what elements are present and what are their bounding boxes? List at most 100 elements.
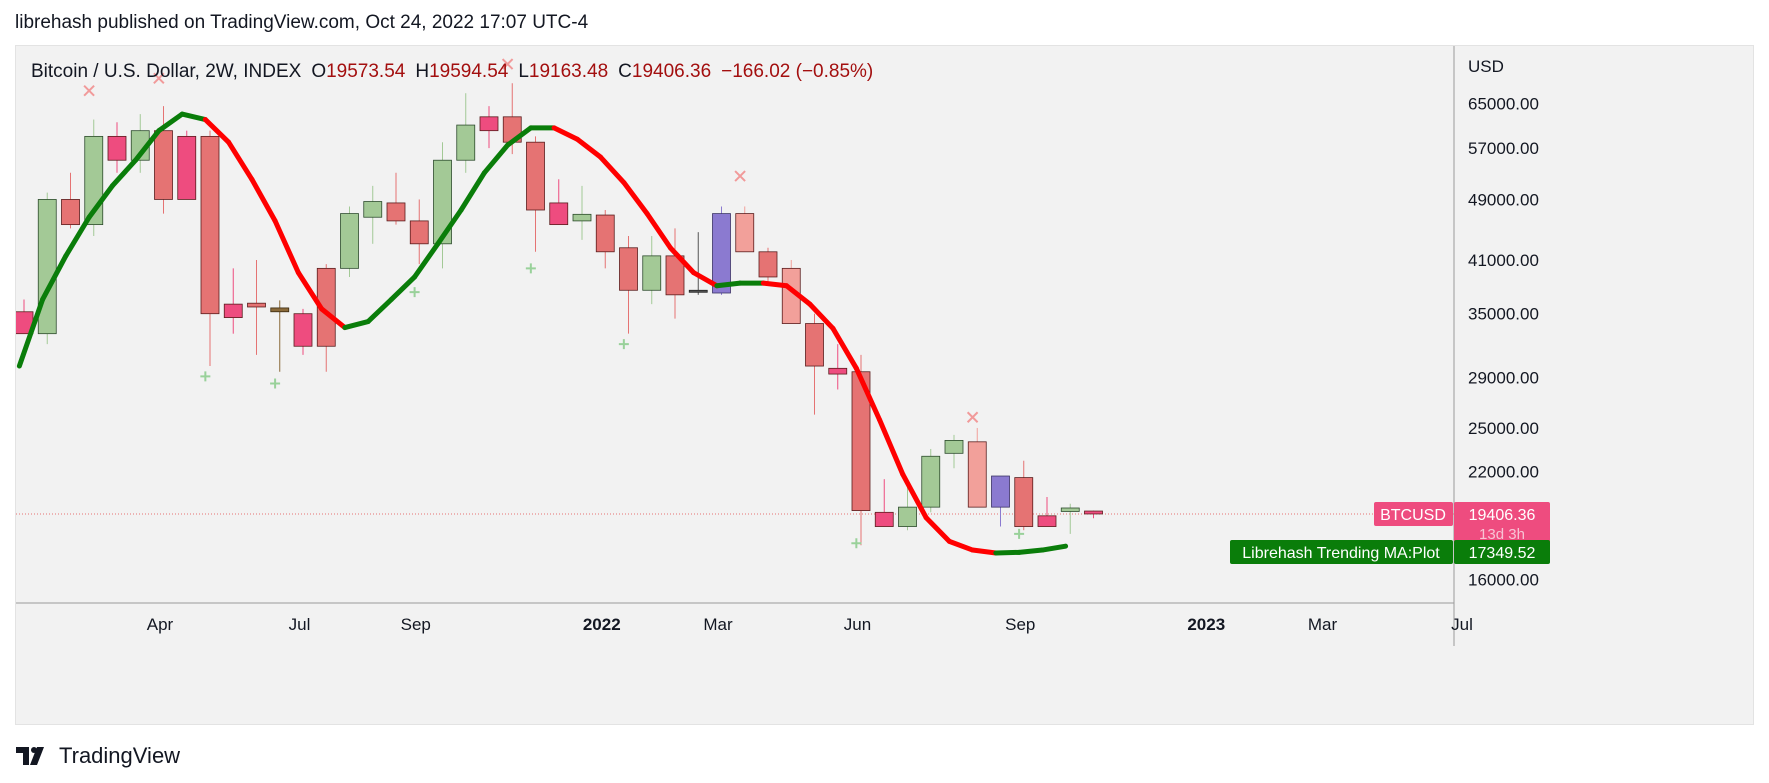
candle[interactable] [433, 142, 452, 269]
candle[interactable] [293, 308, 313, 355]
x-tick-label: Sep [1005, 615, 1035, 634]
candle[interactable] [874, 479, 894, 527]
plot-area[interactable] [16, 58, 1454, 556]
candle[interactable] [898, 487, 917, 531]
candle-body [223, 303, 243, 319]
ma-line-segment [551, 125, 580, 142]
candle[interactable] [1014, 460, 1034, 531]
sell-marker [153, 72, 165, 85]
candle[interactable] [37, 192, 57, 345]
candle[interactable] [1084, 510, 1103, 519]
ma-line-segment [691, 270, 720, 289]
candle-body [409, 220, 429, 245]
x-tick-label: Jul [1451, 615, 1473, 634]
ma-line-segment [156, 111, 185, 134]
btcusd-tag-label: BTCUSD [1380, 507, 1446, 524]
x-tick-label: Jun [844, 615, 871, 634]
x-tick-label: Sep [401, 615, 431, 634]
candle[interactable] [386, 172, 406, 225]
candle-body [549, 202, 569, 226]
candle[interactable] [712, 206, 731, 295]
ma-line-segment [179, 111, 208, 123]
chart-panel[interactable]: USD 65000.00 57000.00 49000.00 41000.00 35000… [15, 45, 1754, 725]
sell-marker [966, 411, 979, 423]
ma-line-segment [574, 136, 604, 160]
candle[interactable] [154, 106, 173, 214]
candle[interactable] [805, 313, 824, 415]
symbol-title[interactable]: Bitcoin / U.S. Dollar, 2W, INDEX [31, 61, 302, 82]
candle[interactable] [991, 475, 1010, 527]
candle[interactable] [270, 300, 290, 372]
ma-line-segment [923, 515, 952, 544]
ma-line-segment [133, 128, 162, 163]
candle-body [805, 323, 824, 367]
candle[interactable] [16, 299, 34, 335]
candle[interactable] [735, 206, 755, 253]
candle-body [270, 307, 290, 313]
ma-line-segment [435, 207, 464, 247]
candle[interactable] [851, 354, 871, 546]
ma-tag-bg [1230, 540, 1453, 564]
candle[interactable] [223, 268, 243, 334]
sell-marker [734, 170, 746, 182]
candle[interactable] [595, 210, 615, 269]
last-price-box: 19406.36 13d 3h [1454, 501, 1550, 547]
buy-marker [618, 339, 629, 350]
candle[interactable] [549, 179, 569, 226]
change-value: −166.02 (−0.85%) [721, 61, 874, 82]
candle[interactable] [1060, 503, 1080, 534]
candle[interactable] [828, 344, 848, 390]
candle[interactable] [1037, 497, 1057, 527]
tradingview-logo[interactable]: TradingView [16, 743, 180, 769]
candle-body [712, 213, 731, 294]
candle[interactable] [409, 199, 429, 265]
candle[interactable] [107, 122, 127, 173]
ma-line-segment [877, 417, 906, 477]
ma-line-segment [993, 549, 1022, 556]
candle[interactable] [921, 448, 941, 513]
candle[interactable] [340, 206, 359, 277]
candle[interactable] [944, 434, 964, 469]
last-price-box-bg [1454, 501, 1550, 547]
candle[interactable] [572, 185, 592, 240]
candle[interactable] [688, 232, 708, 295]
y-tick-label: 65000.00 [1468, 95, 1539, 114]
y-tick-label: 41000.00 [1468, 251, 1539, 270]
ma-line-segment [1016, 547, 1045, 555]
y-tick-label: 35000.00 [1468, 305, 1539, 324]
candle[interactable] [177, 130, 197, 200]
candle-body [456, 124, 476, 161]
ma-line-segment [63, 214, 92, 259]
candle[interactable] [247, 259, 266, 355]
sell-marker [501, 58, 514, 70]
candle[interactable] [316, 264, 336, 372]
candle[interactable] [61, 172, 80, 229]
publish-header: librehash published on TradingView.com, … [15, 12, 589, 33]
candle[interactable] [200, 130, 220, 367]
candle[interactable] [619, 235, 638, 334]
price-chart[interactable]: USD 65000.00 57000.00 49000.00 41000.00 35000… [16, 46, 1753, 646]
x-tick-label: 2023 [1187, 615, 1225, 634]
candle-body [944, 440, 964, 454]
axes: USD 65000.00 57000.00 49000.00 41000.00 35000… [16, 46, 1539, 646]
candle[interactable] [456, 93, 476, 173]
x-tick-label: Jul [289, 615, 311, 634]
candle[interactable] [363, 185, 383, 244]
ma-line-segment [412, 241, 441, 280]
btcusd-tag-bg [1374, 501, 1453, 526]
ma-label-tag[interactable]: Librehash Trending MA:Plot [1230, 540, 1453, 564]
ma-line-segment [458, 170, 487, 213]
candle[interactable] [526, 136, 545, 252]
buy-marker [525, 263, 536, 274]
ma-line-segment [40, 253, 69, 302]
last-price-value: 19406.36 [1469, 507, 1536, 524]
ma-line-segment [388, 274, 418, 302]
candle[interactable] [758, 247, 778, 282]
candle-body [921, 455, 941, 508]
candle[interactable] [479, 106, 499, 149]
currency-label: USD [1468, 57, 1504, 76]
ma-value-bg [1454, 540, 1550, 564]
btcusd-price-tag[interactable]: BTCUSD [1374, 501, 1453, 526]
candle[interactable] [642, 235, 662, 305]
candle[interactable] [967, 427, 987, 508]
